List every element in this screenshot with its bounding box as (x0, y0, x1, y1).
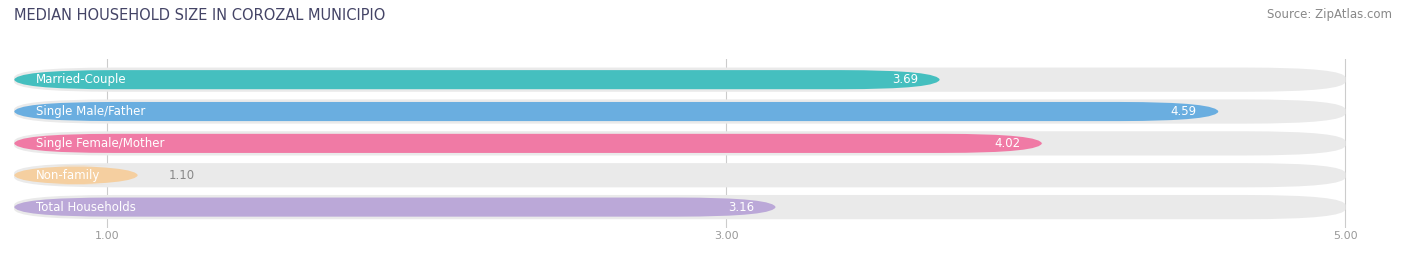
Text: Non-family: Non-family (35, 169, 100, 182)
Text: Total Households: Total Households (35, 200, 135, 214)
FancyBboxPatch shape (14, 166, 138, 185)
Text: Single Female/Mother: Single Female/Mother (35, 137, 165, 150)
Text: Married-Couple: Married-Couple (35, 73, 127, 86)
FancyBboxPatch shape (14, 102, 1219, 121)
FancyBboxPatch shape (14, 198, 776, 217)
FancyBboxPatch shape (14, 99, 1346, 124)
FancyBboxPatch shape (14, 68, 1346, 92)
FancyBboxPatch shape (14, 70, 939, 89)
Text: 4.59: 4.59 (1171, 105, 1197, 118)
Text: 3.16: 3.16 (728, 200, 754, 214)
Text: 1.10: 1.10 (169, 169, 195, 182)
Text: MEDIAN HOUSEHOLD SIZE IN COROZAL MUNICIPIO: MEDIAN HOUSEHOLD SIZE IN COROZAL MUNICIP… (14, 8, 385, 23)
Text: Source: ZipAtlas.com: Source: ZipAtlas.com (1267, 8, 1392, 21)
FancyBboxPatch shape (14, 195, 1346, 219)
Text: Single Male/Father: Single Male/Father (35, 105, 145, 118)
FancyBboxPatch shape (14, 134, 1042, 153)
Text: 4.02: 4.02 (994, 137, 1021, 150)
Text: 3.69: 3.69 (891, 73, 918, 86)
FancyBboxPatch shape (14, 163, 1346, 187)
FancyBboxPatch shape (14, 131, 1346, 155)
